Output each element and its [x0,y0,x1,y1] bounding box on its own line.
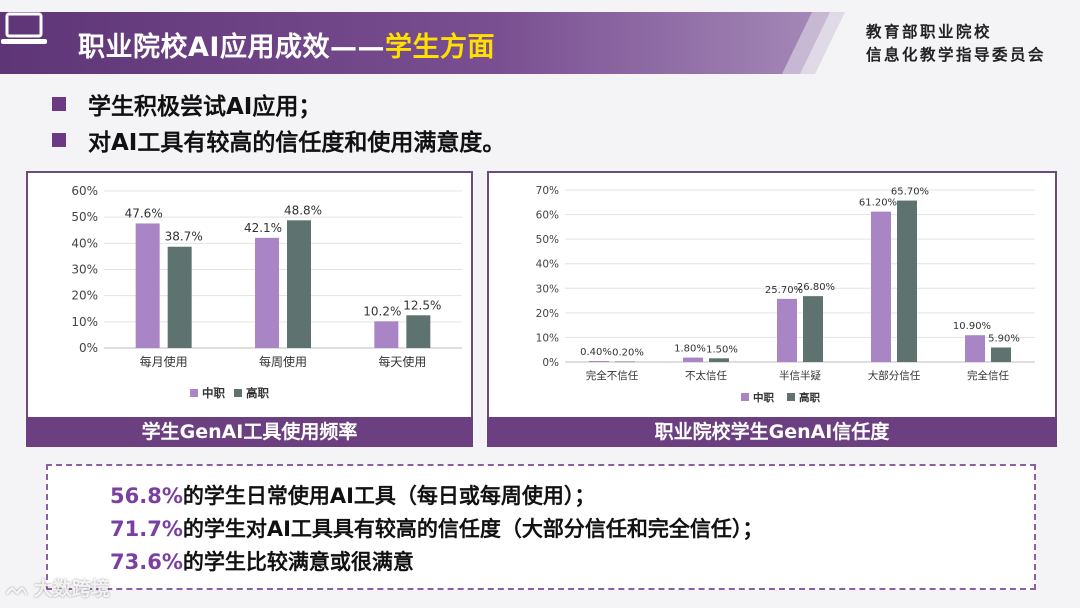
bar [255,237,279,348]
page-title: 职业院校AI应用成效——学生方面 [78,32,495,63]
data-label: 48.8% [284,203,322,217]
category-label: 不太信任 [685,369,727,382]
data-label: 25.70% [765,285,803,296]
summary-line: 73.6%的学生比较满意或很满意 [110,550,414,574]
legend-label: 高职 [246,386,269,400]
data-label: 10.2% [363,304,401,318]
usage-frequency-chart: 0% 10% 20% 30% 40% 50% 60% 47.6%38.7% 每月使用 42.1%4… [71,184,462,400]
data-label: 5.90% [988,334,1020,345]
title-banner: 职业院校AI应用成效——学生方面 [0,12,845,74]
data-label: 1.50% [706,344,738,355]
summary-line: 56.8%的学生日常使用AI工具（每日或每周使用）； [110,484,596,508]
bullet-item: 对AI工具有较高的信任度和使用满意度。 [52,122,505,158]
legend-swatch [190,389,198,397]
legend-swatch [234,389,242,397]
data-label: 65.70% [891,187,929,198]
bar [965,335,985,362]
category-label: 每天使用 [378,354,426,369]
y-tick-label: 70% [536,185,559,197]
bar [589,361,609,362]
y-tick-label: 20% [71,289,98,303]
watermark: ᨓ 大数跨境 [6,575,110,601]
bullet-square-icon [52,133,66,147]
bullet-list: 学生积极尝试AI应用； 对AI工具有较高的信任度和使用满意度。 [52,86,505,158]
y-tick-label: 60% [71,184,98,198]
bar [803,296,823,362]
y-tick-label: 40% [71,236,98,250]
trust-level-chart: 0% 10% 20% 30% 40% 50% 60% 70% 0.40% 0.20% 完全不信任 1.… [536,185,1035,404]
bar [135,223,160,348]
legend-swatch [741,393,749,401]
data-label: 47.6% [125,206,163,220]
bar [897,200,917,362]
legend-label: 中职 [202,386,225,400]
y-tick-label: 50% [536,234,559,246]
organization-name: 教育部职业院校 信息化教学指导委员会 [866,22,1047,64]
category-label: 大部分信任 [868,369,921,382]
data-label: 0.40% [580,347,612,358]
data-label: 42.1% [244,221,282,235]
bar [374,321,399,348]
bar [709,358,729,362]
category-label: 完全不信任 [586,369,639,382]
summary-box: 56.8%的学生日常使用AI工具（每日或每周使用）； 71.7%的学生对AI工具… [46,464,1036,590]
bullet-item: 学生积极尝试AI应用； [52,86,505,122]
banner-shape [0,12,845,74]
data-label: 12.5% [403,298,441,312]
y-tick-label: 0% [79,341,98,355]
y-tick-label: 30% [71,263,98,277]
bar [683,357,703,362]
bar [777,298,797,362]
category-label: 半信半疑 [779,369,821,382]
bar [287,220,311,348]
y-tick-label: 60% [536,210,559,222]
data-label: 1.80% [674,344,706,355]
y-tick-label: 20% [536,308,559,320]
trust-level-panel: 0% 10% 20% 30% 40% 50% 60% 70% 0.40% 0.20% 完全不信任 1.… [487,171,1057,447]
bar [991,347,1011,362]
data-label: 10.90% [953,321,991,332]
category-label: 完全信任 [967,369,1009,382]
data-label: 26.80% [797,282,835,293]
category-label: 每月使用 [140,354,188,369]
y-tick-label: 0% [542,357,559,369]
data-label: 0.20% [612,348,644,359]
y-tick-label: 10% [71,315,98,329]
bar [406,315,431,348]
legend-label: 中职 [753,391,774,404]
trust-level-caption: 职业院校学生GenAI信任度 [487,417,1057,447]
summary-line: 71.7%的学生对AI工具具有较高的信任度（大部分信任和完全信任）； [110,517,764,541]
bar [167,246,192,348]
legend-swatch [787,393,795,401]
y-tick-label: 50% [71,210,98,224]
watermark-logo-icon: ᨓ [6,575,30,600]
legend-label: 高职 [799,391,820,404]
bullet-square-icon [52,97,66,111]
laptop-icon [1,12,47,44]
data-label: 61.20% [859,198,897,209]
y-tick-label: 10% [536,332,559,344]
data-label: 38.7% [165,230,203,244]
y-tick-label: 30% [536,283,559,295]
bar [615,361,635,363]
usage-frequency-caption: 学生GenAI工具使用频率 [26,417,473,447]
usage-frequency-panel: 0% 10% 20% 30% 40% 50% 60% 47.6% 38.7% 每月使用 42.1% 4… [26,171,473,447]
y-tick-label: 40% [536,259,559,271]
category-label: 每周使用 [259,354,307,369]
bar [871,211,891,362]
